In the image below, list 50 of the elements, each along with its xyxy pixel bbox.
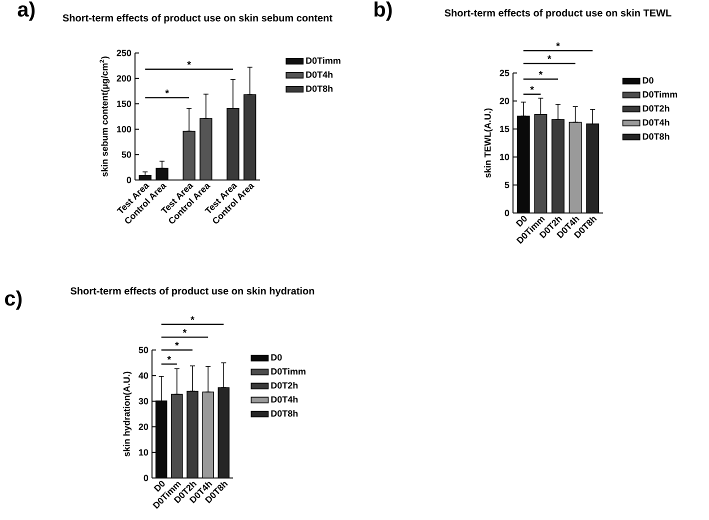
text: c) <box>5 290 22 310</box>
y-tick-label: 20 <box>500 98 510 104</box>
legend-label: D0T2h <box>642 105 670 112</box>
legend-label: D0Timm <box>642 90 678 98</box>
y-tick-label: 40 <box>138 372 148 379</box>
annotation: * <box>187 61 191 65</box>
legend-label: D0T8h <box>271 410 298 417</box>
text: * <box>556 42 560 46</box>
legend-label: D0Timm <box>306 57 340 64</box>
text: * <box>182 329 187 333</box>
text: b) <box>374 1 392 21</box>
chart-title: Short-term effects of product use on skin TEWL <box>444 9 672 18</box>
y-tick-label: 5 <box>504 182 510 188</box>
legend-label: D0T4h <box>271 396 298 403</box>
legend-label: D0T2h <box>271 382 298 389</box>
chart-title: Short-term effects of product use on skin hydration <box>70 287 314 296</box>
y-tick-label: 200 <box>116 75 132 82</box>
text: * <box>175 342 179 346</box>
y-tick-label: 30 <box>138 398 148 404</box>
chart-title: Short-term effects of product use on skin sebum content <box>62 14 332 24</box>
annotation: * <box>530 86 534 90</box>
legend-label: D0T8h <box>642 133 670 140</box>
y-tick-label: 10 <box>500 154 510 160</box>
y-tick-label: 50 <box>122 151 132 158</box>
y-tick-label: 0 <box>504 210 510 216</box>
y-axis-title: skin sebum content(μg/cm$^{2}$) <box>100 56 110 177</box>
text: * <box>190 316 194 320</box>
legend-label: D0 <box>642 77 654 84</box>
text: a) <box>18 1 35 21</box>
y-axis-title: skin TEWL(A.U.) <box>484 108 493 178</box>
y-tick-label: 25 <box>500 70 510 76</box>
legend-label: D0T8h <box>306 85 333 92</box>
legend-label: D0 <box>271 354 282 361</box>
legend-label: D0T4h <box>306 71 333 78</box>
text: * <box>547 55 552 60</box>
y-tick-label: 0 <box>144 474 148 482</box>
y-tick-label: 10 <box>139 449 148 456</box>
annotation: * <box>165 90 170 94</box>
legend-label: D0T4h <box>642 119 670 126</box>
y-tick-label: 0 <box>126 176 132 184</box>
annotation: * <box>167 356 172 360</box>
y-tick-label: 150 <box>117 100 132 107</box>
y-tick-label: 250 <box>116 50 132 56</box>
y-tick-label: 100 <box>117 126 132 132</box>
y-tick-label: 15 <box>500 126 510 132</box>
y-tick-label: 20 <box>138 424 148 430</box>
legend-label: D0Timm <box>271 368 306 375</box>
annotation: * <box>538 71 543 75</box>
y-axis-title: skin hydration(A.U.) <box>123 372 132 456</box>
y-tick-label: 50 <box>138 346 148 354</box>
